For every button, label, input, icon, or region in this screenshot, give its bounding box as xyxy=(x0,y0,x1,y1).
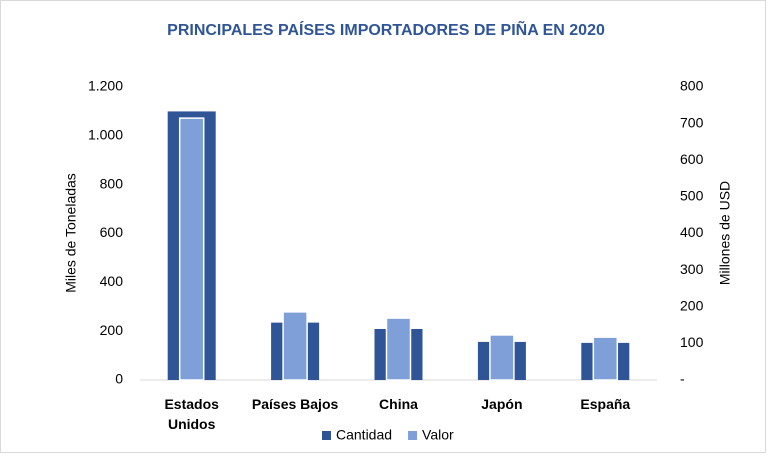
y2-tick-label: 500 xyxy=(680,188,704,204)
y-axis-label: Miles de Toneladas xyxy=(63,173,79,293)
bar xyxy=(178,117,205,381)
x-tick-label: Países Bajos xyxy=(251,396,339,412)
y2-tick-label: 700 xyxy=(680,114,704,130)
legend-swatch xyxy=(408,431,418,440)
x-tick-label: Japón xyxy=(481,396,523,412)
y-tick-label: 600 xyxy=(100,224,124,240)
legend-label: Valor xyxy=(422,427,454,443)
y-tick-label: 0 xyxy=(115,371,123,387)
y2-tick-label: 800 xyxy=(680,78,704,94)
bar xyxy=(489,334,515,381)
y2-tick-label: 400 xyxy=(680,224,704,240)
chart-title: PRINCIPALES PAÍSES IMPORTADORES DE PIÑA … xyxy=(167,19,605,39)
bar xyxy=(282,311,308,381)
legend-swatch xyxy=(322,431,331,440)
x-tick-label: España xyxy=(580,396,631,412)
y2-tick-label: 100 xyxy=(680,334,704,350)
bar xyxy=(592,336,619,381)
y2-tick-label: 300 xyxy=(680,261,704,277)
y-tick-label: 1.000 xyxy=(88,127,123,143)
y-tick-label: 200 xyxy=(100,322,124,338)
x-tick-label: China xyxy=(379,396,418,412)
y2-axis-label: Millones de USD xyxy=(717,181,733,285)
y2-tick-label: 600 xyxy=(680,151,704,167)
y-tick-label: 800 xyxy=(100,175,124,191)
y2-tick-label: 200 xyxy=(680,297,704,313)
bar xyxy=(385,317,412,381)
legend-label: Cantidad xyxy=(336,427,392,443)
y-tick-label: 1.200 xyxy=(88,78,123,94)
y-tick-label: 400 xyxy=(100,273,124,289)
y2-tick-label: - xyxy=(680,371,685,387)
x-tick-label: Estados Unidos xyxy=(164,396,219,432)
